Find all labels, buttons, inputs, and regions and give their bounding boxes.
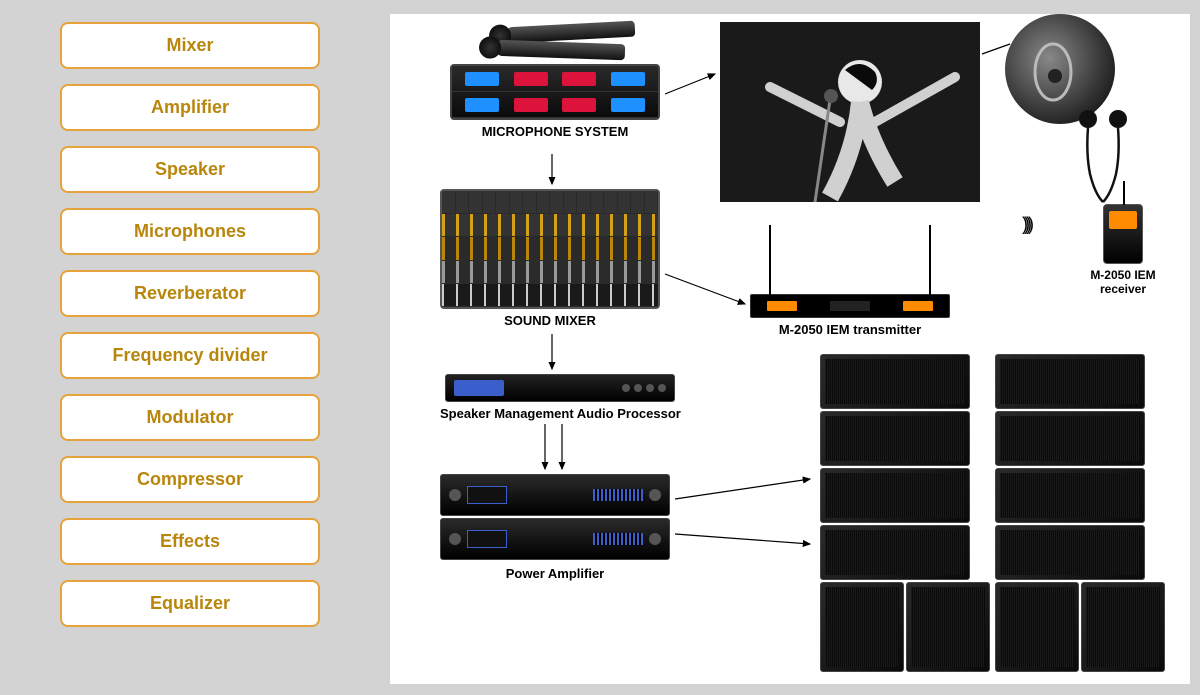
processor-node: Speaker Management Audio Processor xyxy=(440,374,681,421)
speaker-array-right xyxy=(995,354,1165,674)
category-effects[interactable]: Effects xyxy=(60,518,320,565)
category-sidebar: Mixer Amplifier Speaker Microphones Reve… xyxy=(60,22,320,627)
speaker-array-left xyxy=(820,354,990,674)
power-amp-node: Power Amplifier xyxy=(440,474,670,581)
category-amplifier[interactable]: Amplifier xyxy=(60,84,320,131)
earbuds-icon xyxy=(1070,104,1140,194)
processor-icon xyxy=(445,374,675,402)
performer-photo xyxy=(720,22,980,202)
iem-receiver-node: M-2050 IEM receiver xyxy=(1078,204,1168,296)
iem-transmitter-label: M-2050 IEM transmitter xyxy=(779,322,921,337)
sound-mixer-label: SOUND MIXER xyxy=(504,313,596,328)
category-frequency-divider[interactable]: Frequency divider xyxy=(60,332,320,379)
iem-receiver-label: M-2050 IEM receiver xyxy=(1078,268,1168,296)
category-equalizer[interactable]: Equalizer xyxy=(60,580,320,627)
microphone-system-node: MICROPHONE SYSTEM xyxy=(450,24,660,139)
category-mixer[interactable]: Mixer xyxy=(60,22,320,69)
category-reverberator[interactable]: Reverberator xyxy=(60,270,320,317)
iem-receiver-icon xyxy=(1103,204,1143,264)
processor-label: Speaker Management Audio Processor xyxy=(440,406,681,421)
microphone-icon xyxy=(495,40,625,61)
iem-transmitter-node: M-2050 IEM transmitter xyxy=(750,294,950,337)
category-speaker[interactable]: Speaker xyxy=(60,146,320,193)
iem-transmitter-icon xyxy=(750,294,950,318)
wireless-signal-icon: )))) xyxy=(1022,214,1030,235)
category-microphones[interactable]: Microphones xyxy=(60,208,320,255)
sound-mixer-icon xyxy=(440,189,660,309)
microphone-system-label: MICROPHONE SYSTEM xyxy=(482,124,629,139)
category-modulator[interactable]: Modulator xyxy=(60,394,320,441)
signal-flow-diagram: MICROPHONE SYSTEM M-2050 xyxy=(390,14,1190,684)
power-amp-icon xyxy=(440,474,670,562)
power-amp-label: Power Amplifier xyxy=(506,566,604,581)
sound-mixer-node: SOUND MIXER xyxy=(440,189,660,328)
category-compressor[interactable]: Compressor xyxy=(60,456,320,503)
